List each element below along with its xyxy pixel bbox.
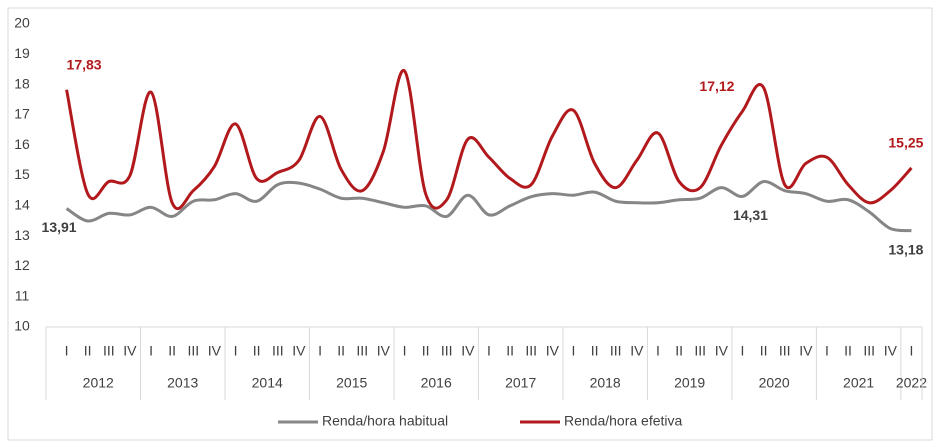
x-tick-label: IV <box>123 343 137 359</box>
x-tick-label: IV <box>546 343 560 359</box>
x-tick-label: III <box>610 343 622 359</box>
x-tick-label: IV <box>884 343 898 359</box>
x-tick-label: I <box>149 343 153 359</box>
x-tick-label: I <box>234 343 238 359</box>
year-label: 2017 <box>505 375 536 391</box>
x-tick-label: III <box>525 343 537 359</box>
x-tick-label: III <box>356 343 368 359</box>
x-tick-label: III <box>441 343 453 359</box>
data-label: 17,83 <box>67 56 102 72</box>
x-tick-label: II <box>84 343 92 359</box>
x-tick-label: II <box>591 343 599 359</box>
x-tick-label: III <box>694 343 706 359</box>
y-tick-label: 19 <box>14 45 30 61</box>
x-tick-label: III <box>272 343 284 359</box>
legend-label: Renda/hora habitual <box>322 413 448 429</box>
x-tick-label: II <box>760 343 768 359</box>
x-tick-label: III <box>187 343 199 359</box>
year-label: 2020 <box>759 375 790 391</box>
x-tick-label: III <box>779 343 791 359</box>
data-label: 13,91 <box>42 219 77 235</box>
year-label: 2019 <box>674 375 705 391</box>
y-tick-label: 18 <box>14 75 30 91</box>
year-label: 2018 <box>590 375 621 391</box>
y-tick-label: 14 <box>14 197 30 213</box>
x-tick-label: I <box>909 343 913 359</box>
y-tick-label: 11 <box>15 287 30 303</box>
x-tick-label: II <box>422 343 430 359</box>
x-tick-label: II <box>506 343 514 359</box>
x-tick-label: II <box>337 343 345 359</box>
x-tick-label: II <box>844 343 852 359</box>
x-tick-label: I <box>65 343 69 359</box>
x-tick-label: IV <box>715 343 729 359</box>
x-tick-label: IV <box>630 343 644 359</box>
year-label: 2014 <box>252 375 283 391</box>
x-tick-label: I <box>487 343 491 359</box>
year-label: 2016 <box>421 375 452 391</box>
x-tick-label: I <box>741 343 745 359</box>
x-tick-label: I <box>656 343 660 359</box>
x-tick-label: III <box>863 343 875 359</box>
x-tick-label: II <box>168 343 176 359</box>
chart-border <box>7 7 933 441</box>
y-tick-label: 20 <box>14 15 30 31</box>
year-label: 2022 <box>896 375 927 391</box>
x-tick-label: IV <box>377 343 391 359</box>
year-label: 2012 <box>83 375 114 391</box>
y-tick-label: 17 <box>14 106 30 122</box>
x-tick-label: I <box>825 343 829 359</box>
data-label: 15,25 <box>888 135 923 151</box>
y-tick-label: 13 <box>14 227 30 243</box>
x-tick-label: III <box>103 343 115 359</box>
y-tick-label: 15 <box>14 166 30 182</box>
y-tick-label: 12 <box>14 257 30 273</box>
y-tick-label: 16 <box>14 136 30 152</box>
x-tick-label: II <box>253 343 261 359</box>
data-label: 17,12 <box>699 78 734 94</box>
year-label: 2013 <box>167 375 198 391</box>
x-tick-label: IV <box>292 343 306 359</box>
x-tick-label: I <box>572 343 576 359</box>
legend-label: Renda/hora efetiva <box>564 413 683 429</box>
series-line <box>65 180 912 233</box>
x-tick-label: I <box>403 343 407 359</box>
year-label: 2015 <box>336 375 367 391</box>
x-tick-label: IV <box>799 343 813 359</box>
series-line <box>65 69 913 211</box>
y-tick-label: 10 <box>14 318 30 334</box>
x-tick-label: II <box>675 343 683 359</box>
x-tick-label: IV <box>208 343 222 359</box>
data-label: 14,31 <box>733 207 768 223</box>
x-tick-label: IV <box>461 343 475 359</box>
year-label: 2021 <box>843 375 874 391</box>
data-label: 13,18 <box>888 241 923 257</box>
x-tick-label: I <box>318 343 322 359</box>
